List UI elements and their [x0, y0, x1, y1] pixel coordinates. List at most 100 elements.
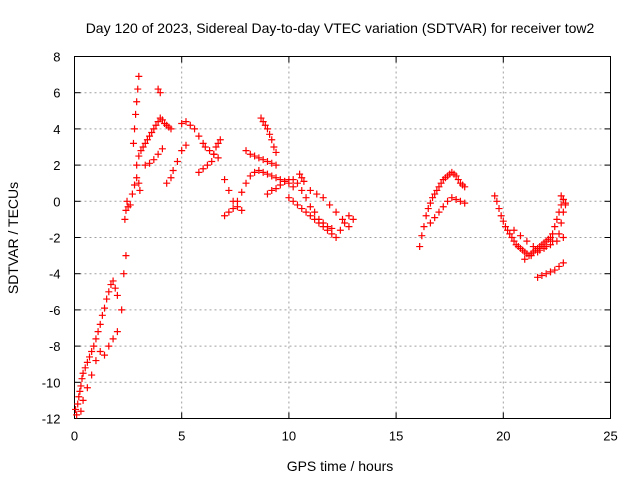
data-point [139, 143, 147, 151]
data-point [523, 237, 531, 245]
data-point [120, 270, 128, 278]
data-point [255, 154, 263, 162]
data-point [557, 219, 565, 227]
data-point [491, 192, 499, 200]
data-point [90, 342, 98, 350]
data-point [216, 136, 224, 144]
data-point [561, 199, 569, 207]
x-axis-label: GPS time / hours [287, 458, 394, 474]
data-point [306, 212, 314, 220]
data-point [263, 157, 271, 165]
data-point [319, 194, 327, 202]
data-point [559, 208, 567, 216]
data-point [210, 150, 218, 158]
data-point [233, 197, 241, 205]
data-point [259, 118, 267, 126]
data-point [134, 85, 142, 93]
data-point [555, 230, 563, 238]
data-point [191, 125, 199, 133]
data-point [418, 232, 426, 240]
data-point [101, 351, 109, 359]
data-point [504, 226, 512, 234]
data-point [456, 197, 464, 205]
data-point [88, 371, 96, 379]
data-point [315, 219, 323, 227]
data-point [538, 272, 546, 280]
data-points [72, 72, 569, 419]
data-point [150, 156, 158, 164]
data-point [341, 219, 349, 227]
data-point [201, 143, 209, 151]
data-point [88, 348, 96, 356]
data-point [221, 212, 229, 220]
data-point [113, 328, 121, 336]
data-point [336, 226, 344, 234]
data-point [553, 215, 561, 223]
data-point [131, 125, 139, 133]
data-point [551, 223, 559, 231]
data-point [298, 186, 306, 194]
data-point [298, 205, 306, 213]
data-point [195, 132, 203, 140]
y-tick-label: -8 [49, 339, 61, 354]
data-point [154, 118, 162, 126]
data-point [293, 179, 301, 187]
data-point [426, 219, 434, 227]
data-point [424, 205, 432, 213]
data-point [96, 320, 104, 328]
y-tick-label: -6 [49, 303, 61, 318]
data-point [534, 248, 542, 256]
data-point [272, 174, 280, 182]
y-tick-label: 8 [53, 50, 60, 65]
data-point [293, 201, 301, 209]
data-point [73, 411, 81, 419]
data-point [76, 387, 84, 395]
data-point [81, 364, 89, 372]
data-point [555, 262, 563, 270]
data-point [285, 194, 293, 202]
data-point [439, 203, 447, 211]
data-point [83, 358, 91, 366]
data-point [150, 125, 158, 133]
data-point [499, 217, 507, 225]
data-point [497, 212, 505, 220]
y-tick-label: -10 [42, 375, 61, 390]
data-point [559, 259, 567, 267]
data-point [266, 130, 274, 138]
data-point [263, 170, 271, 178]
data-point [546, 268, 554, 276]
data-point [289, 176, 297, 184]
data-point [302, 194, 310, 202]
data-point [163, 179, 171, 187]
data-point [251, 168, 259, 176]
data-point [105, 288, 113, 296]
data-point [296, 170, 304, 178]
data-point [276, 181, 284, 189]
data-point [289, 197, 297, 205]
data-point [444, 197, 452, 205]
data-point [206, 147, 214, 155]
data-point [270, 143, 278, 151]
data-point [214, 154, 222, 162]
data-point [182, 141, 190, 149]
data-point [135, 72, 143, 80]
data-point [118, 306, 126, 314]
data-point [156, 89, 164, 97]
x-tick-label: 10 [282, 429, 296, 444]
data-point [516, 232, 524, 240]
data-point [298, 174, 306, 182]
data-point [319, 223, 327, 231]
data-point [345, 223, 353, 231]
data-point [259, 156, 267, 164]
data-point [306, 186, 314, 194]
data-point [178, 119, 186, 127]
data-point [186, 121, 194, 129]
data-point [546, 234, 554, 241]
data-point [158, 116, 166, 124]
y-tick-label: -2 [49, 231, 61, 246]
data-point [328, 230, 336, 238]
data-point [105, 342, 113, 350]
data-point [251, 152, 259, 160]
data-point [559, 195, 567, 203]
data-point [199, 139, 207, 147]
